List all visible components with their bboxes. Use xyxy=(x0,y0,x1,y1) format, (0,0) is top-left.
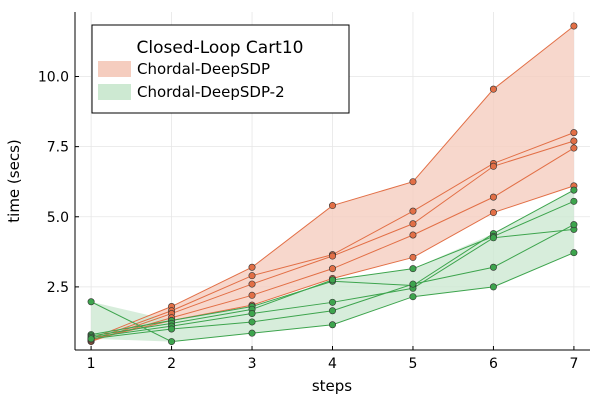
x-ticks: 1 2 3 4 5 6 7 xyxy=(87,346,578,372)
series-0-run-0-point xyxy=(489,85,497,93)
series-1-run-0-point xyxy=(570,249,578,257)
series-0-run-2-point xyxy=(409,220,417,228)
series-1-run-2-point xyxy=(328,276,336,284)
series-1-run-4-point xyxy=(248,318,256,326)
series-1-run-4-point xyxy=(489,263,497,271)
x-tick-label: 2 xyxy=(167,356,176,372)
series-1-run-2-point xyxy=(570,197,578,205)
legend-swatch-chordal-deepsdp-2 xyxy=(98,84,131,100)
series-points xyxy=(87,22,578,346)
series-0-run-3-point xyxy=(328,265,336,273)
y-tick-label: 7.5 xyxy=(47,140,69,156)
y-axis-label: time (secs) xyxy=(5,139,23,222)
y-ticks: 2.5 5.0 7.5 10.0 xyxy=(38,70,79,296)
y-tick-label: 5.0 xyxy=(47,210,69,226)
series-1-run-0-point xyxy=(409,293,417,301)
series-0-run-0-point xyxy=(328,202,336,210)
x-tick-label: 3 xyxy=(248,356,257,372)
y-tick-label: 10.0 xyxy=(38,70,69,86)
x-tick-label: 7 xyxy=(569,356,578,372)
series-0-run-2-point xyxy=(570,137,578,145)
legend-entry-chordal-deepsdp-2: Chordal-DeepSDP-2 xyxy=(137,83,285,101)
x-tick-label: 5 xyxy=(409,356,418,372)
series-1-run-2-point xyxy=(409,265,417,273)
series-1-run-0-point xyxy=(248,329,256,337)
series-0-run-1-point xyxy=(570,129,578,137)
series-0-run-1-point xyxy=(248,272,256,280)
x-tick-label: 6 xyxy=(489,356,498,372)
series-1-run-0-point xyxy=(328,321,336,329)
series-0-run-2-point xyxy=(489,162,497,170)
x-axis-label: steps xyxy=(312,377,352,395)
legend: Closed-Loop Cart10 Chordal-DeepSDP Chord… xyxy=(91,24,350,114)
series-1-run-4-point xyxy=(328,307,336,315)
series-1-run-0-point xyxy=(489,283,497,291)
legend-title: Closed-Loop Cart10 xyxy=(137,38,304,58)
series-0-run-3-point xyxy=(409,231,417,239)
series-0-run-0-point xyxy=(570,22,578,30)
series-0-run-0-point xyxy=(409,178,417,186)
series-1-run-4-point xyxy=(87,335,95,343)
series-1-run-4-point xyxy=(168,325,176,333)
series-0-run-2-point xyxy=(328,252,336,260)
series-0-run-3-point xyxy=(489,193,497,201)
legend-box xyxy=(91,24,350,114)
y-tick-label: 2.5 xyxy=(47,280,69,296)
series-0-run-2-point xyxy=(248,280,256,288)
legend-swatch-chordal-deepsdp xyxy=(98,61,131,77)
series-1-run-1-point xyxy=(570,186,578,194)
series-1-run-4-point xyxy=(409,280,417,288)
series-0-run-1-point xyxy=(409,207,417,215)
series-1-run-4-point xyxy=(570,221,578,229)
series-1-run-0-point xyxy=(87,298,95,306)
series-0-run-4-point xyxy=(409,253,417,261)
x-tick-label: 4 xyxy=(328,356,337,372)
x-tick-label: 1 xyxy=(87,356,96,372)
series-1-run-3-point xyxy=(248,310,256,318)
series-1-run-3-point xyxy=(489,234,497,242)
series-0-run-4-point xyxy=(489,209,497,217)
legend-entry-chordal-deepsdp: Chordal-DeepSDP xyxy=(137,60,270,78)
series-1-run-0-point xyxy=(168,338,176,346)
series-0-run-3-point xyxy=(248,291,256,299)
series-1-run-3-point xyxy=(328,298,336,306)
series-0-run-0-point xyxy=(248,263,256,271)
series-0-run-3-point xyxy=(570,144,578,152)
